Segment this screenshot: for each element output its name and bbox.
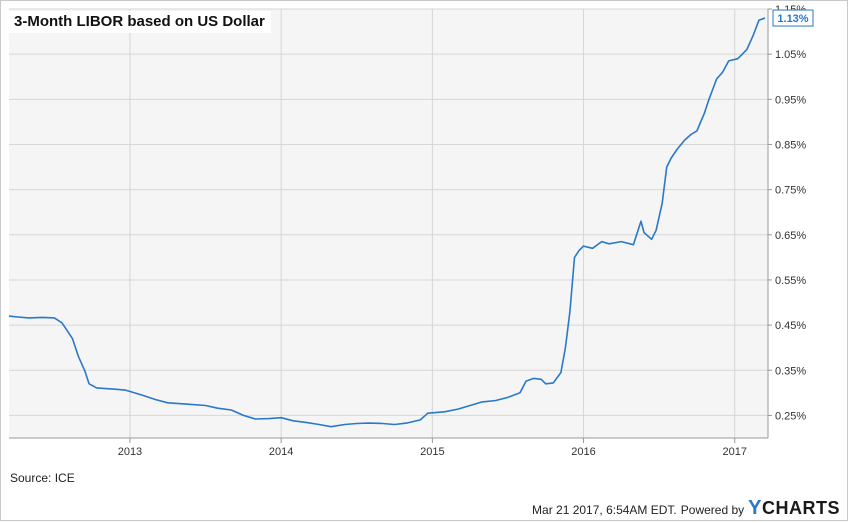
x-tick-label: 2015 — [420, 446, 444, 458]
x-tick-label: 2016 — [571, 446, 595, 458]
y-tick-label: 0.25% — [775, 410, 806, 422]
x-tick-label: 2014 — [269, 446, 293, 458]
last-value-box — [772, 9, 814, 27]
y-tick-label: 0.35% — [775, 365, 806, 377]
last-value-label: 1.13% — [772, 9, 814, 27]
series-layer — [8, 17, 766, 428]
grid-layer — [9, 8, 768, 438]
series-line — [8, 17, 766, 428]
ycharts-logo-text: CHARTS — [762, 498, 840, 518]
powered-by-text: Powered by — [680, 503, 745, 517]
y-tick-label: 0.65% — [775, 230, 806, 242]
label-layer: 1.13% — [772, 9, 814, 27]
y-tick-label: 0.85% — [775, 139, 806, 151]
y-tick-label: 0.55% — [775, 275, 806, 287]
y-tick-label: 0.95% — [775, 94, 806, 106]
y-tick-label: 1.05% — [775, 49, 806, 61]
footer: Mar 21 2017, 6:54AM EDT. Powered by Y CH… — [532, 497, 840, 520]
chart-title: 3-Month LIBOR based on US Dollar — [8, 11, 271, 33]
axis-layer: 0.25% 0.35% 0.45% 0.55% 0.65% 0.75% 0.85% 0.95%… — [9, 4, 806, 458]
x-tick-label: 2017 — [722, 446, 746, 458]
ycharts-logo[interactable]: Y CHARTS — [748, 497, 840, 520]
last-value-text: 1.13% — [777, 13, 808, 25]
y-tick-label: 0.75% — [775, 185, 806, 197]
timestamp: Mar 21 2017, 6:54AM EDT. — [532, 503, 677, 517]
ycharts-logo-y: Y — [748, 497, 762, 519]
source-note: Source: ICE — [10, 471, 75, 485]
y-tick-label: 0.45% — [775, 320, 806, 332]
plot-area — [9, 9, 768, 438]
x-tick-label: 2013 — [118, 446, 142, 458]
